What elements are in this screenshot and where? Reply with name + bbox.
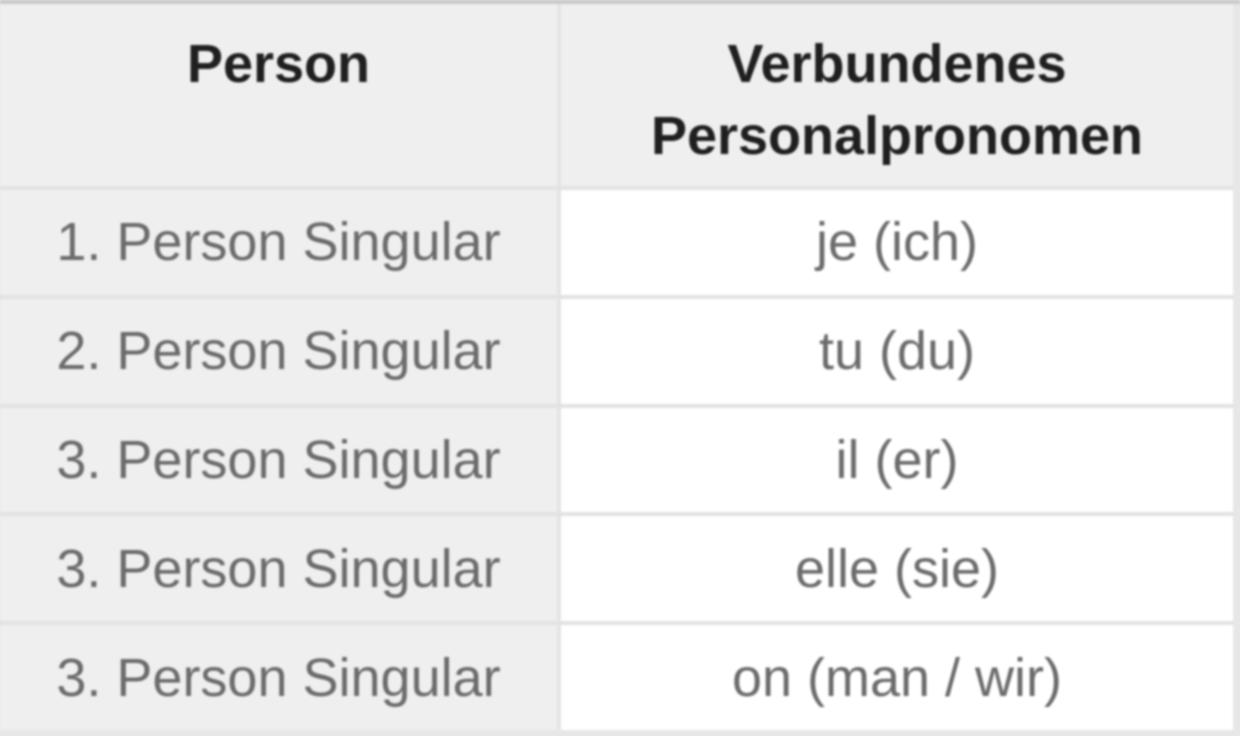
person-cell: 2. Person Singular (0, 298, 561, 404)
pronoun-cell: je (ich) (561, 190, 1233, 295)
table-row: 1. Person Singular je (ich) (0, 186, 1233, 295)
header-pronoun-label: Verbundenes Personalpronomen (650, 34, 1144, 166)
table-row: 3. Person Singular on (man / wir) (0, 621, 1233, 730)
person-value: 3. Person Singular (56, 647, 501, 708)
pronoun-value: il (er) (835, 429, 959, 490)
pronoun-value: elle (sie) (794, 538, 1000, 599)
pronoun-value: on (man / wir) (731, 647, 1063, 708)
pronoun-cell: on (man / wir) (561, 625, 1233, 730)
person-cell: 3. Person Singular (0, 625, 561, 730)
table-row: 3. Person Singular elle (sie) (0, 512, 1233, 622)
person-cell: 3. Person Singular (0, 407, 561, 513)
person-value: 1. Person Singular (56, 212, 501, 273)
table-row: 3. Person Singular il (er) (0, 403, 1233, 513)
table-top-border (0, 0, 1240, 4)
header-person-label: Person (186, 34, 371, 94)
table-row: 2. Person Singular tu (du) (0, 294, 1233, 404)
person-cell: 3. Person Singular (0, 516, 561, 622)
person-value: 2. Person Singular (56, 321, 501, 382)
pronoun-cell: tu (du) (561, 298, 1233, 404)
pronoun-value: tu (du) (818, 321, 976, 382)
pronoun-table: Person Verbundenes Personalpronomen 1. P… (0, 4, 1233, 730)
person-value: 3. Person Singular (56, 429, 501, 490)
pronoun-cell: il (er) (561, 407, 1233, 513)
header-cell-pronoun: Verbundenes Personalpronomen (561, 4, 1233, 186)
pronoun-cell: elle (sie) (561, 516, 1233, 622)
header-cell-person: Person (0, 4, 561, 186)
person-value: 3. Person Singular (56, 538, 501, 599)
table-header-row: Person Verbundenes Personalpronomen (0, 4, 1233, 186)
pronoun-value: je (ich) (815, 212, 979, 273)
person-cell: 1. Person Singular (0, 190, 561, 295)
